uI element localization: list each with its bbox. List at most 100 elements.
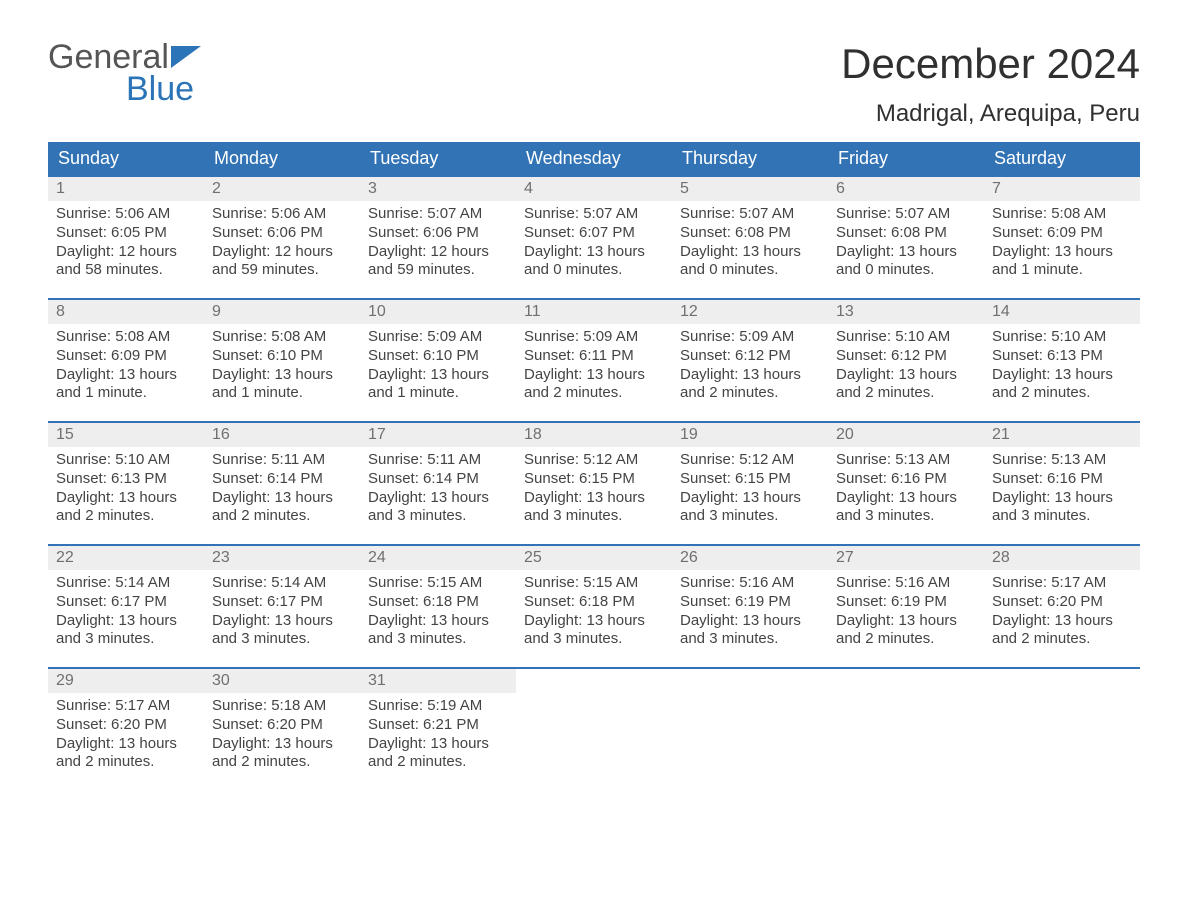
day-info-line: and 2 minutes. — [992, 630, 1132, 649]
day-info-line: and 2 minutes. — [56, 753, 196, 772]
day-number: 26 — [672, 546, 828, 570]
day-info-line: and 2 minutes. — [212, 507, 352, 526]
day-number: 3 — [360, 177, 516, 201]
calendar-cell: 6Sunrise: 5:07 AMSunset: 6:08 PMDaylight… — [828, 177, 984, 280]
day-info: Sunrise: 5:10 AMSunset: 6:12 PMDaylight:… — [828, 324, 984, 403]
calendar-cell: 2Sunrise: 5:06 AMSunset: 6:06 PMDaylight… — [204, 177, 360, 280]
day-info-line: Sunrise: 5:08 AM — [56, 328, 196, 347]
day-number: 20 — [828, 423, 984, 447]
logo: General Blue — [48, 40, 201, 106]
day-header: Friday — [828, 142, 984, 175]
calendar-cell: 9Sunrise: 5:08 AMSunset: 6:10 PMDaylight… — [204, 300, 360, 403]
day-info: Sunrise: 5:10 AMSunset: 6:13 PMDaylight:… — [48, 447, 204, 526]
day-info-line: Sunrise: 5:06 AM — [212, 205, 352, 224]
day-info-line: Sunset: 6:06 PM — [368, 224, 508, 243]
day-info-line: and 3 minutes. — [992, 507, 1132, 526]
day-info-line: Daylight: 13 hours — [368, 366, 508, 385]
day-info: Sunrise: 5:15 AMSunset: 6:18 PMDaylight:… — [516, 570, 672, 649]
day-info-line: Daylight: 13 hours — [212, 366, 352, 385]
calendar-cell: 12Sunrise: 5:09 AMSunset: 6:12 PMDayligh… — [672, 300, 828, 403]
day-info-line: Sunset: 6:06 PM — [212, 224, 352, 243]
day-info-line: Daylight: 13 hours — [836, 612, 976, 631]
day-info-line: and 0 minutes. — [680, 261, 820, 280]
day-info-line: and 3 minutes. — [680, 507, 820, 526]
day-info-line: Sunrise: 5:11 AM — [368, 451, 508, 470]
calendar-cell: 7Sunrise: 5:08 AMSunset: 6:09 PMDaylight… — [984, 177, 1140, 280]
calendar-cell: 26Sunrise: 5:16 AMSunset: 6:19 PMDayligh… — [672, 546, 828, 649]
day-info-line: Sunrise: 5:18 AM — [212, 697, 352, 716]
day-info-line: Daylight: 13 hours — [992, 489, 1132, 508]
day-info-line: and 3 minutes. — [368, 630, 508, 649]
day-info-line: Daylight: 12 hours — [56, 243, 196, 262]
day-info: Sunrise: 5:19 AMSunset: 6:21 PMDaylight:… — [360, 693, 516, 772]
day-number: 24 — [360, 546, 516, 570]
day-info-line: Sunset: 6:12 PM — [836, 347, 976, 366]
day-info-line: Daylight: 13 hours — [56, 489, 196, 508]
day-info-line: Daylight: 13 hours — [992, 612, 1132, 631]
day-header: Sunday — [48, 142, 204, 175]
day-info-line: Sunset: 6:14 PM — [212, 470, 352, 489]
calendar-cell: 16Sunrise: 5:11 AMSunset: 6:14 PMDayligh… — [204, 423, 360, 526]
day-info-line: Daylight: 13 hours — [56, 612, 196, 631]
day-info-line: Sunrise: 5:09 AM — [524, 328, 664, 347]
day-number: 6 — [828, 177, 984, 201]
day-info-line: Sunset: 6:18 PM — [524, 593, 664, 612]
calendar-cell: 18Sunrise: 5:12 AMSunset: 6:15 PMDayligh… — [516, 423, 672, 526]
day-info: Sunrise: 5:09 AMSunset: 6:10 PMDaylight:… — [360, 324, 516, 403]
day-info-line: and 59 minutes. — [212, 261, 352, 280]
calendar-week: 1Sunrise: 5:06 AMSunset: 6:05 PMDaylight… — [48, 175, 1140, 280]
day-info: Sunrise: 5:17 AMSunset: 6:20 PMDaylight:… — [984, 570, 1140, 649]
day-number: 21 — [984, 423, 1140, 447]
day-info-line: Sunset: 6:20 PM — [56, 716, 196, 735]
day-info-line: Daylight: 13 hours — [992, 366, 1132, 385]
logo-word-2: Blue — [126, 72, 201, 106]
day-info: Sunrise: 5:16 AMSunset: 6:19 PMDaylight:… — [672, 570, 828, 649]
day-info-line: Sunrise: 5:07 AM — [368, 205, 508, 224]
day-info: Sunrise: 5:08 AMSunset: 6:10 PMDaylight:… — [204, 324, 360, 403]
day-info-line: Sunrise: 5:16 AM — [836, 574, 976, 593]
day-info-line: Sunrise: 5:15 AM — [524, 574, 664, 593]
day-info-line: Daylight: 13 hours — [836, 489, 976, 508]
day-header: Tuesday — [360, 142, 516, 175]
calendar-cell: 19Sunrise: 5:12 AMSunset: 6:15 PMDayligh… — [672, 423, 828, 526]
day-info-line: Sunrise: 5:14 AM — [212, 574, 352, 593]
day-info-line: and 1 minute. — [212, 384, 352, 403]
day-info-line: Sunrise: 5:12 AM — [680, 451, 820, 470]
calendar-cell: 25Sunrise: 5:15 AMSunset: 6:18 PMDayligh… — [516, 546, 672, 649]
day-info: Sunrise: 5:10 AMSunset: 6:13 PMDaylight:… — [984, 324, 1140, 403]
day-info-line: Sunrise: 5:07 AM — [524, 205, 664, 224]
day-info-line: Daylight: 13 hours — [212, 489, 352, 508]
day-info: Sunrise: 5:11 AMSunset: 6:14 PMDaylight:… — [204, 447, 360, 526]
day-info-line: Daylight: 13 hours — [524, 366, 664, 385]
day-number: 19 — [672, 423, 828, 447]
day-info-line: Sunrise: 5:09 AM — [680, 328, 820, 347]
day-info-line: Sunrise: 5:07 AM — [836, 205, 976, 224]
day-info-line: and 1 minute. — [992, 261, 1132, 280]
day-number: 12 — [672, 300, 828, 324]
day-info: Sunrise: 5:14 AMSunset: 6:17 PMDaylight:… — [48, 570, 204, 649]
day-info-line: Sunset: 6:11 PM — [524, 347, 664, 366]
day-number: 27 — [828, 546, 984, 570]
day-info-line: Sunset: 6:12 PM — [680, 347, 820, 366]
day-info-line: Sunrise: 5:09 AM — [368, 328, 508, 347]
day-header: Wednesday — [516, 142, 672, 175]
calendar-cell: 30Sunrise: 5:18 AMSunset: 6:20 PMDayligh… — [204, 669, 360, 772]
day-info-line: and 2 minutes. — [212, 753, 352, 772]
calendar-cell: 31Sunrise: 5:19 AMSunset: 6:21 PMDayligh… — [360, 669, 516, 772]
calendar-cell: 13Sunrise: 5:10 AMSunset: 6:12 PMDayligh… — [828, 300, 984, 403]
day-info-line: and 2 minutes. — [992, 384, 1132, 403]
day-info-line: Sunset: 6:05 PM — [56, 224, 196, 243]
calendar-cell — [828, 669, 984, 772]
calendar-cell: 27Sunrise: 5:16 AMSunset: 6:19 PMDayligh… — [828, 546, 984, 649]
day-info: Sunrise: 5:17 AMSunset: 6:20 PMDaylight:… — [48, 693, 204, 772]
day-info: Sunrise: 5:06 AMSunset: 6:06 PMDaylight:… — [204, 201, 360, 280]
day-number: 8 — [48, 300, 204, 324]
day-number: 10 — [360, 300, 516, 324]
day-number: 30 — [204, 669, 360, 693]
day-info-line: Sunset: 6:10 PM — [212, 347, 352, 366]
day-info-line: Sunset: 6:16 PM — [836, 470, 976, 489]
day-info-line: Daylight: 13 hours — [212, 735, 352, 754]
day-info-line: Sunset: 6:08 PM — [836, 224, 976, 243]
day-info-line: and 0 minutes. — [524, 261, 664, 280]
day-number: 17 — [360, 423, 516, 447]
